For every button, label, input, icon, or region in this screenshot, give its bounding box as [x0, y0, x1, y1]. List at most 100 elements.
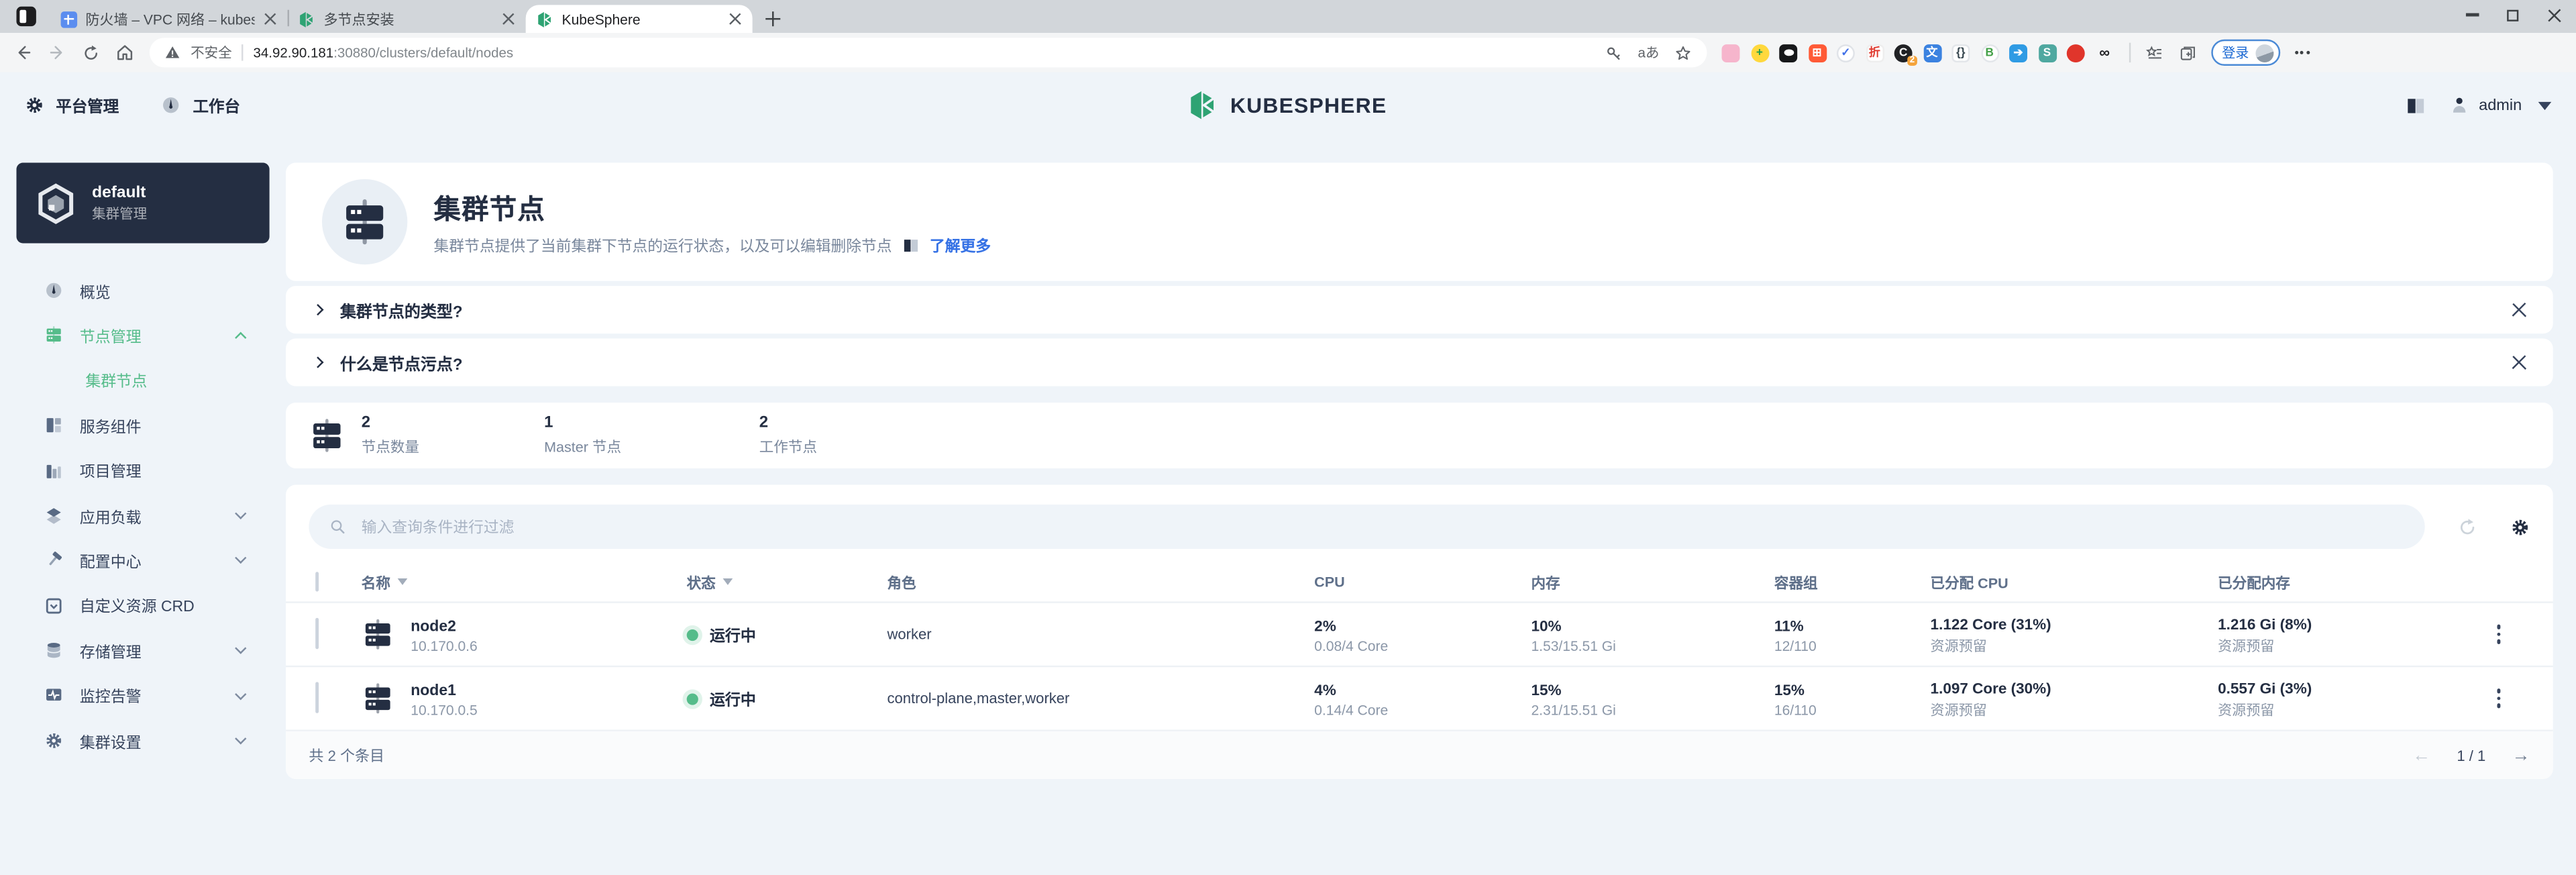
sidebar-item-storage[interactable]: 存储管理: [16, 628, 269, 673]
extension-cat-icon[interactable]: [1721, 43, 1740, 62]
sidebar-item-config-center[interactable]: 配置中心: [16, 538, 269, 583]
row-actions-kebab-icon[interactable]: [2491, 625, 2507, 644]
maximize-icon[interactable]: [2507, 9, 2519, 21]
forward-icon[interactable]: [48, 43, 67, 62]
column-allocated-cpu: 已分配 CPU: [1930, 574, 2008, 591]
column-status[interactable]: 状态: [687, 571, 888, 593]
tab-close-icon[interactable]: [728, 12, 741, 25]
tab-close-icon[interactable]: [263, 12, 276, 25]
docs-book-icon[interactable]: [2405, 95, 2426, 116]
next-page-arrow-icon[interactable]: →: [2512, 745, 2530, 766]
row-actions-kebab-icon[interactable]: [2491, 688, 2507, 708]
status-dot-icon: [686, 692, 698, 705]
extension-infinity-icon[interactable]: ∞: [2099, 44, 2110, 61]
new-tab-button[interactable]: [765, 11, 781, 27]
row-checkbox[interactable]: [315, 682, 319, 713]
column-name[interactable]: 名称: [362, 571, 687, 593]
tab-close-icon[interactable]: [501, 12, 515, 25]
browser-menu-icon[interactable]: [2294, 51, 2310, 54]
security-label: 不安全: [191, 44, 232, 61]
platform-management-button[interactable]: 平台管理: [25, 94, 119, 117]
browser-toolbar: 不安全 34.92.90.181:30880/clusters/default/…: [0, 32, 2576, 72]
sidebar-item-monitoring[interactable]: 监控告警: [16, 673, 269, 718]
tab-multinode-install[interactable]: 多节点安装: [287, 5, 526, 33]
column-allocated-memory: 已分配内存: [2218, 574, 2290, 591]
home-icon[interactable]: [115, 43, 134, 62]
extension-plus-icon[interactable]: +: [1750, 43, 1769, 62]
translate-page-icon[interactable]: aあ: [1638, 44, 1660, 61]
extension-translate-icon[interactable]: 文: [1923, 43, 1941, 62]
bookmark-star-icon[interactable]: [1674, 44, 1693, 62]
table-row-node2[interactable]: node2 10.170.0.6 运行中 worker 2% 0.08/4 Cor…: [286, 601, 2553, 666]
close-icon[interactable]: [2510, 355, 2525, 370]
extension-dark-icon[interactable]: [1779, 43, 1798, 62]
hammer-icon: [44, 551, 63, 570]
search-input[interactable]: [361, 518, 2406, 535]
extension-adblock-icon[interactable]: [2066, 43, 2085, 62]
total-items-label: 共 2 个条目: [309, 748, 385, 764]
select-all-checkbox[interactable]: [315, 572, 319, 592]
table-row-node1[interactable]: node1 10.170.0.5 运行中 control-plane,maste…: [286, 665, 2553, 730]
column-settings-gear-icon[interactable]: [2510, 517, 2530, 536]
banner-node-types[interactable]: 集群节点的类型?: [286, 286, 2553, 334]
node-name-link[interactable]: node1: [411, 680, 456, 699]
page-icon-bubble: [322, 178, 408, 265]
extension-s-icon[interactable]: S: [2037, 43, 2056, 62]
favorites-list-icon[interactable]: [2145, 44, 2163, 62]
sidebar-item-app-workloads[interactable]: 应用负载: [16, 493, 269, 538]
tab-kubesphere-active[interactable]: KubeSphere: [525, 5, 753, 33]
cluster-selector[interactable]: default 集群管理: [16, 162, 270, 244]
sidebar-item-projects[interactable]: 项目管理: [16, 448, 269, 493]
extension-grid-icon[interactable]: ⊞: [1808, 43, 1827, 62]
memory-cell: 15% 2.31/15.51 Gi: [1531, 681, 1616, 719]
back-icon[interactable]: [13, 43, 33, 62]
extension-b-icon[interactable]: B: [1980, 43, 1999, 62]
cluster-name: default: [92, 183, 146, 202]
learn-more-link[interactable]: 了解更多: [929, 238, 991, 255]
workspaces-icon[interactable]: [16, 6, 36, 27]
chevron-down-icon: [235, 552, 247, 564]
chevron-right-icon: [312, 356, 324, 368]
close-window-icon[interactable]: [2546, 8, 2560, 21]
tab-title: KubeSphere: [561, 10, 641, 28]
collections-icon[interactable]: [2178, 44, 2196, 62]
browser-login-button[interactable]: 登录: [2210, 39, 2280, 66]
sidebar-item-overview[interactable]: 概览: [16, 268, 269, 313]
password-key-icon[interactable]: [1605, 44, 1623, 62]
chevron-down-icon: [235, 507, 247, 519]
refresh-icon[interactable]: [2458, 517, 2477, 536]
address-bar[interactable]: 不安全 34.92.90.181:30880/clusters/default/…: [149, 38, 1707, 68]
kubesphere-favicon-icon: [299, 11, 315, 27]
login-label: 登录: [2222, 46, 2249, 61]
window-controls: [2465, 8, 2560, 21]
minimize-icon[interactable]: [2465, 13, 2479, 16]
sidebar-item-crd[interactable]: 自定义资源 CRD: [16, 583, 269, 628]
extension-check-icon[interactable]: ✓: [1836, 43, 1855, 62]
row-checkbox[interactable]: [315, 617, 319, 650]
sidebar-item-cluster-settings[interactable]: 集群设置: [16, 718, 269, 763]
sidebar-item-cluster-nodes[interactable]: 集群节点: [85, 372, 148, 391]
extension-share-icon[interactable]: ➔: [2009, 43, 2028, 62]
node-name-link[interactable]: node2: [411, 616, 456, 635]
brand-text: KUBESPHERE: [1230, 93, 1387, 118]
search-box[interactable]: [309, 504, 2425, 549]
workbench-button[interactable]: 工作台: [162, 94, 240, 117]
kubesphere-favicon-icon: [537, 11, 553, 27]
kubesphere-logo: KUBESPHERE: [1189, 91, 1387, 119]
stat-node-count: 2 节点数量: [361, 414, 419, 456]
server-icon: [44, 326, 63, 345]
sidebar-item-service-components[interactable]: 服务组件: [16, 403, 269, 448]
prev-page-arrow-icon[interactable]: ←: [2412, 745, 2431, 766]
banner-node-taints[interactable]: 什么是节点污点?: [286, 338, 2553, 387]
user-menu[interactable]: admin: [2449, 95, 2552, 115]
reload-icon[interactable]: [82, 44, 100, 62]
extension-discount-icon[interactable]: 折: [1865, 43, 1884, 62]
tab-firewall[interactable]: 防火墙 – VPC 网络 – kubesphere: [49, 5, 287, 33]
sidebar-item-node-management[interactable]: 节点管理: [16, 313, 269, 358]
stat-worker-nodes: 2 工作节点: [759, 414, 817, 456]
extension-braces-icon[interactable]: {}: [1951, 43, 1970, 62]
close-icon[interactable]: [2510, 303, 2525, 317]
